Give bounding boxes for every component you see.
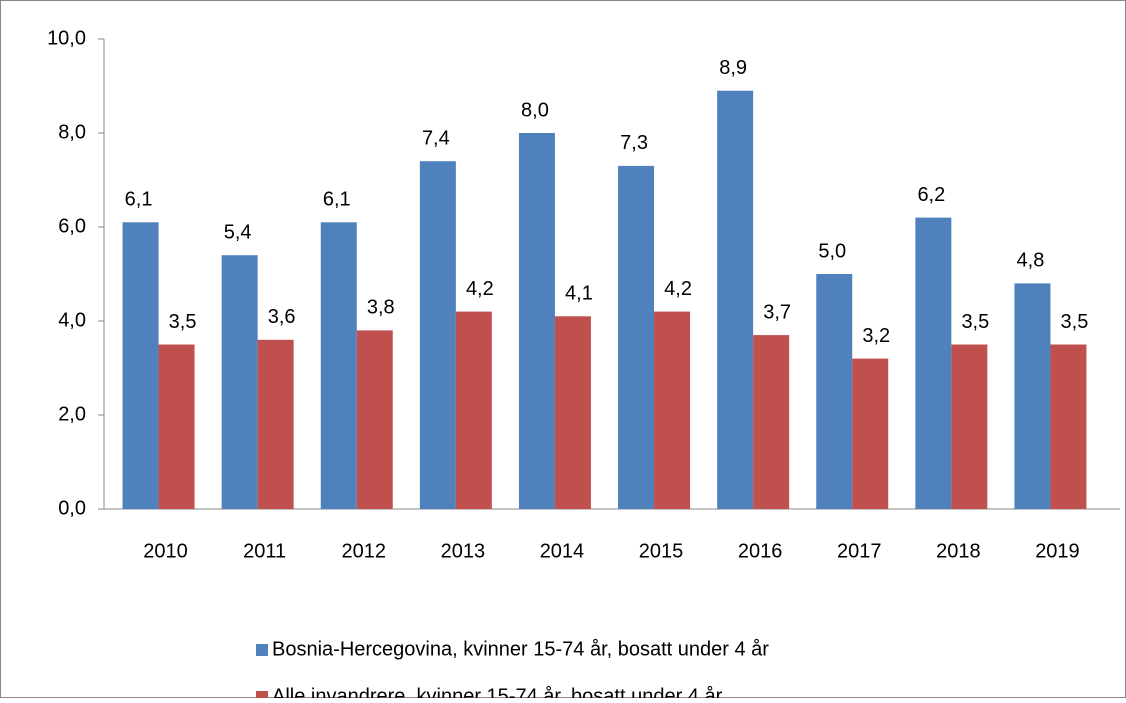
x-tick-label: 2012 (342, 540, 387, 562)
y-tick-label: 10,0 (47, 27, 86, 49)
bar (852, 358, 889, 509)
y-tick-label: 4,0 (58, 309, 86, 331)
x-tick-label: 2017 (837, 540, 882, 562)
x-tick-label: 2014 (540, 540, 585, 562)
data-label: 3,8 (367, 297, 395, 319)
data-label: 5,0 (818, 240, 846, 262)
data-label: 4,2 (664, 278, 692, 300)
x-tick-label: 2011 (243, 540, 286, 562)
y-tick-label: 2,0 (58, 403, 86, 425)
data-label: 3,7 (763, 301, 791, 323)
data-label: 6,1 (323, 189, 351, 211)
data-label: 4,8 (1017, 250, 1045, 272)
data-label: 3,2 (862, 325, 890, 347)
bar (320, 222, 357, 510)
y-tick-label: 6,0 (58, 215, 86, 237)
data-label: 3,5 (1061, 311, 1089, 333)
x-tick-label: 2016 (738, 540, 783, 562)
x-tick-label: 2015 (639, 540, 684, 562)
x-tick-label: 2013 (441, 540, 486, 562)
x-tick-label: 2010 (143, 540, 188, 562)
bar (158, 344, 195, 509)
legend-swatch (256, 644, 268, 656)
y-tick-label: 8,0 (58, 121, 86, 143)
bar (1014, 283, 1051, 509)
bar (915, 217, 952, 509)
data-label: 7,3 (620, 132, 648, 154)
data-label: 3,6 (268, 306, 296, 328)
legend-label: Bosnia-Hercegovina, kvinner 15-74 år, bo… (272, 638, 769, 660)
legend-swatch (256, 691, 268, 703)
bar (717, 90, 754, 509)
bar (122, 222, 159, 510)
bar (257, 339, 294, 509)
bar (618, 165, 655, 509)
x-tick-label: 2019 (1035, 540, 1080, 562)
data-label: 4,2 (466, 278, 494, 300)
bar (1050, 344, 1087, 509)
bar (356, 330, 393, 509)
bar (816, 274, 853, 509)
data-label: 3,5 (961, 311, 989, 333)
bar (455, 311, 492, 509)
bar (951, 344, 988, 509)
x-tick-label: 2018 (936, 540, 981, 562)
bar (518, 133, 555, 509)
data-label: 6,1 (125, 189, 153, 211)
bar (221, 255, 258, 509)
data-label: 8,0 (521, 99, 549, 121)
data-label: 3,5 (169, 311, 197, 333)
y-tick-label: 0,0 (58, 497, 86, 519)
bar (419, 161, 456, 509)
bar (554, 316, 591, 509)
data-label: 8,9 (719, 57, 747, 79)
data-label: 7,4 (422, 127, 450, 149)
data-label: 4,1 (565, 283, 593, 305)
bar (753, 335, 790, 509)
legend-label: Alle invandrere, kvinner 15-74 år, bosat… (272, 685, 723, 698)
data-label: 5,4 (224, 221, 252, 243)
data-label: 6,2 (917, 184, 945, 206)
bar (654, 311, 691, 509)
